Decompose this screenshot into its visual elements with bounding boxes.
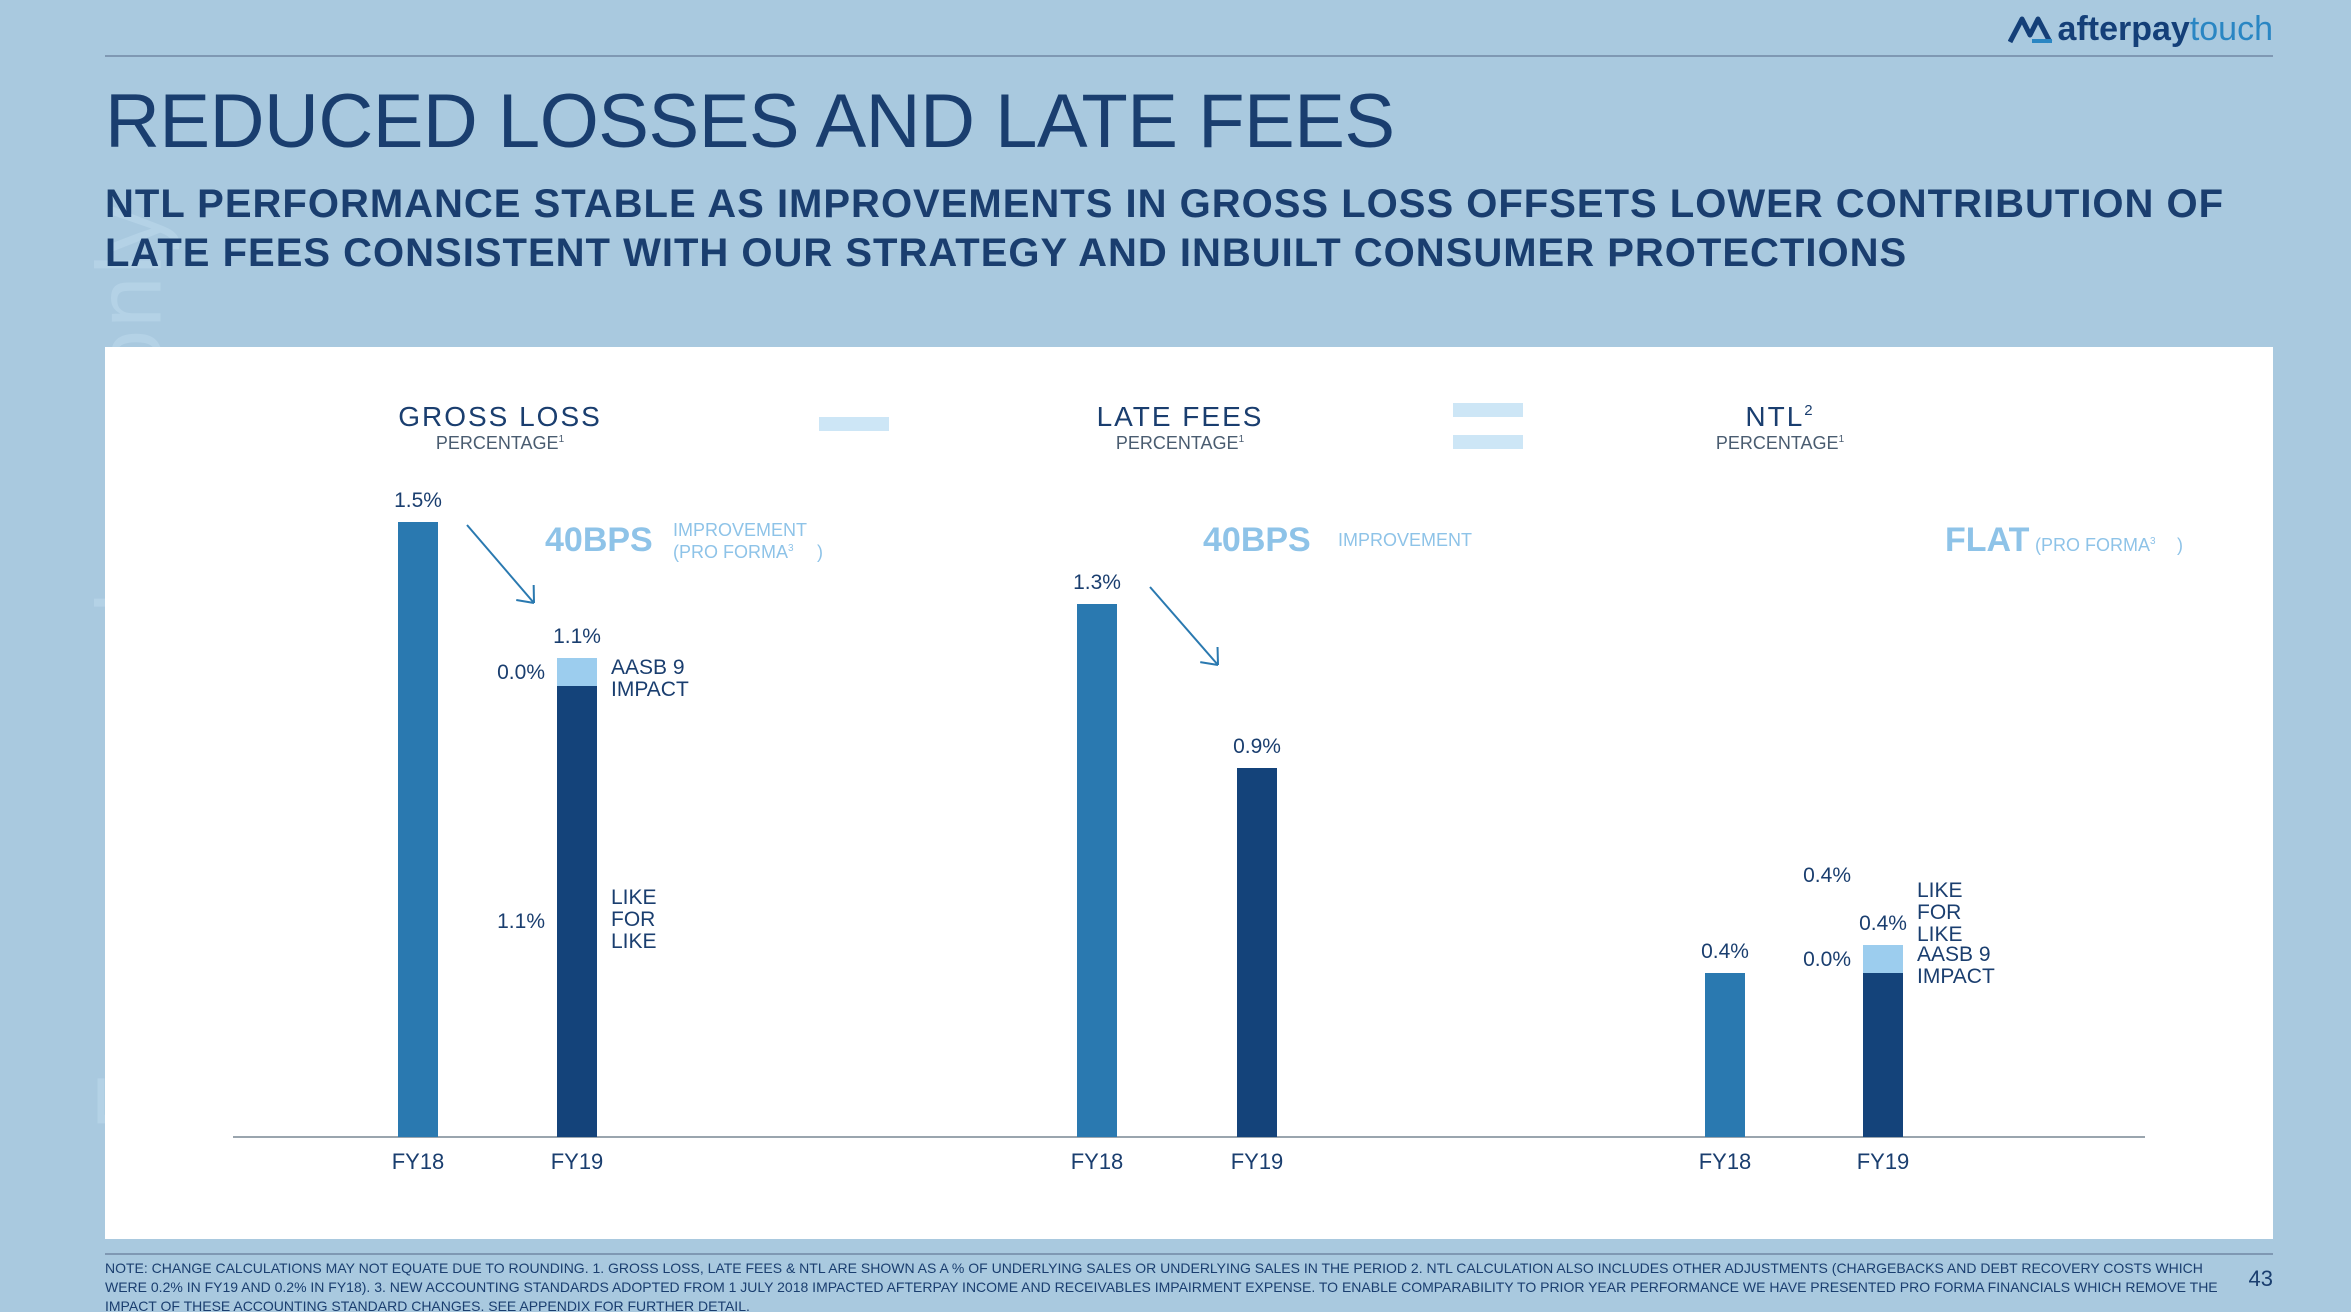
page-title: REDUCED LOSSES AND LATE FEES <box>105 79 1395 164</box>
equals-icon <box>1453 403 1523 449</box>
bar-segment-aasb9 <box>1863 945 1903 973</box>
bar-fy18 <box>398 522 438 1137</box>
data-label: 0.4% <box>1701 940 1749 963</box>
segment-label-aasb9: 0.0% <box>497 661 545 684</box>
segment-name-like-for-like: LIKE <box>1917 879 1963 902</box>
segment-name-aasb9: AASB 9 <box>1917 943 1991 966</box>
callout-small: (PRO FORMA3 <box>673 542 794 562</box>
chart-title: LATE FEES <box>1097 401 1264 432</box>
callout-big: 40BPS <box>545 521 653 559</box>
callout-small: ) <box>2177 535 2183 555</box>
x-tick-label: FY19 <box>1231 1149 1284 1174</box>
segment-name-like-for-like: LIKE <box>611 930 657 953</box>
chart-title: GROSS LOSS <box>398 401 602 432</box>
segment-label-like-for-like: 1.1% <box>497 910 545 933</box>
x-tick-label: FY19 <box>1857 1149 1910 1174</box>
callout-small: IMPROVEMENT <box>673 520 807 540</box>
header-divider <box>105 55 2273 57</box>
callout-small: ) <box>817 542 823 562</box>
charts-svg: GROSS LOSSPERCENTAGE1FY181.5%FY191.1%0.0… <box>233 401 2183 1174</box>
segment-name-aasb9: IMPACT <box>611 678 689 701</box>
bar-segment-like-for-like <box>1863 973 1903 1137</box>
bar-segment-like-for-like <box>557 686 597 1137</box>
bar-segment-aasb9 <box>557 658 597 686</box>
minus-icon <box>819 417 889 431</box>
data-label: 1.5% <box>394 489 442 512</box>
bar-fy18 <box>1077 604 1117 1137</box>
data-label: 0.9% <box>1233 735 1281 758</box>
chart-subtitle: PERCENTAGE1 <box>1116 433 1245 453</box>
page-number: 43 <box>2248 1266 2273 1291</box>
callout-small: IMPROVEMENT <box>1338 530 1472 550</box>
segment-label-like-for-like: 0.4% <box>1803 864 1851 887</box>
bar-fy19 <box>1237 768 1277 1137</box>
chart-title: NTL2 <box>1745 401 1814 432</box>
x-tick-label: FY18 <box>1071 1149 1124 1174</box>
footnote: NOTE: CHANGE CALCULATIONS MAY NOT EQUATE… <box>105 1260 2218 1312</box>
data-label: 1.1% <box>553 625 601 648</box>
x-tick-label: FY18 <box>1699 1149 1752 1174</box>
segment-name-aasb9: IMPACT <box>1917 965 1995 988</box>
arrow-down-icon <box>1149 586 1219 666</box>
segment-name-like-for-like: LIKE <box>611 886 657 909</box>
segment-name-like-for-like: LIKE <box>1917 923 1963 946</box>
chart-layer: GROSS LOSSPERCENTAGE1FY181.5%FY191.1%0.0… <box>233 401 2183 1174</box>
chart-subtitle: PERCENTAGE1 <box>436 433 565 453</box>
segment-name-aasb9: AASB 9 <box>611 656 685 679</box>
x-tick-label: FY18 <box>392 1149 445 1174</box>
afterpay-logo-icon <box>2007 16 2052 43</box>
brand-name-light: touch <box>2189 10 2273 48</box>
page-subtitle: NTL PERFORMANCE STABLE AS IMPROVEMENTS I… <box>105 182 2225 275</box>
chart-panel: GROSS LOSS PERCENTAGE1 FY18 1.5% FY19 1.1% 0.0… <box>105 347 2273 1239</box>
segment-label-aasb9: 0.0% <box>1803 948 1851 971</box>
callout-big: 40BPS <box>1203 521 1311 559</box>
data-label: 1.3% <box>1073 571 1121 594</box>
footer-divider <box>105 1253 2273 1255</box>
arrow-down-icon <box>466 524 535 604</box>
chart-subtitle: PERCENTAGE1 <box>1716 433 1845 453</box>
bar-fy18 <box>1705 973 1745 1137</box>
x-tick-label: FY19 <box>551 1149 604 1174</box>
segment-name-like-for-like: FOR <box>611 908 655 931</box>
callout-small: (PRO FORMA3 <box>2035 535 2156 555</box>
data-label: 0.4% <box>1859 912 1907 935</box>
segment-name-like-for-like: FOR <box>1917 901 1961 924</box>
brand-name-bold: afterpay <box>2057 10 2190 48</box>
brand-logo: afterpay touch <box>2007 10 2273 49</box>
callout-big: FLAT <box>1945 521 2030 559</box>
